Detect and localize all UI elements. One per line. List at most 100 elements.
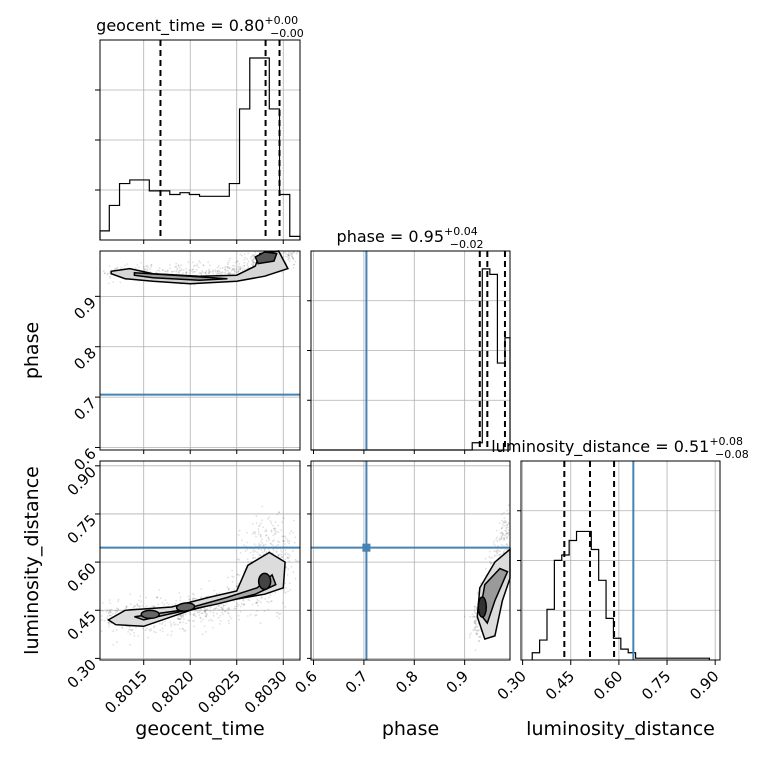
sample-point bbox=[494, 554, 496, 557]
sample-point bbox=[221, 267, 224, 269]
sample-point bbox=[247, 598, 250, 601]
sample-point bbox=[474, 619, 477, 622]
sample-point bbox=[228, 587, 230, 590]
sample-point bbox=[475, 620, 478, 622]
sample-point bbox=[259, 534, 262, 537]
sample-point bbox=[277, 555, 279, 558]
sample-point bbox=[270, 543, 273, 546]
sample-point bbox=[166, 269, 169, 272]
sample-point bbox=[239, 253, 242, 256]
sample-point bbox=[270, 530, 273, 533]
sample-point bbox=[219, 273, 222, 275]
sample-point bbox=[114, 609, 117, 612]
ytick-label: 0.75 bbox=[64, 511, 100, 547]
title-plus: +0.08 bbox=[709, 435, 743, 448]
sample-point bbox=[292, 531, 294, 534]
sample-point bbox=[180, 615, 183, 618]
sample-point bbox=[175, 262, 178, 265]
sample-point bbox=[478, 640, 480, 642]
xtick-label: 0.30 bbox=[494, 667, 530, 703]
sample-point bbox=[227, 272, 230, 275]
sample-point bbox=[177, 264, 180, 267]
sample-point bbox=[145, 265, 147, 268]
sample-point bbox=[507, 529, 510, 532]
sample-point bbox=[126, 625, 128, 628]
sample-point bbox=[189, 611, 192, 613]
sample-point bbox=[478, 629, 480, 631]
sample-point bbox=[236, 585, 238, 588]
sample-point bbox=[288, 554, 291, 556]
sample-point bbox=[226, 267, 229, 270]
sample-point bbox=[287, 553, 289, 555]
sample-point bbox=[473, 608, 476, 611]
sample-point bbox=[180, 268, 183, 271]
sample-point bbox=[507, 523, 510, 525]
sample-point bbox=[161, 627, 164, 630]
sample-point bbox=[246, 558, 249, 560]
sample-point bbox=[201, 612, 204, 615]
xtick-label: 0.8025 bbox=[194, 667, 244, 717]
sample-point bbox=[263, 549, 266, 551]
sample-point bbox=[292, 263, 295, 266]
sample-point bbox=[288, 556, 291, 558]
sample-point bbox=[276, 615, 279, 618]
sample-point bbox=[281, 535, 284, 538]
sample-point bbox=[196, 611, 199, 614]
title-param-name: luminosity_distance bbox=[491, 437, 650, 457]
sample-point bbox=[159, 597, 162, 600]
sample-point bbox=[278, 541, 280, 543]
sample-point bbox=[473, 620, 476, 623]
title-equals: = bbox=[205, 16, 229, 35]
sample-point bbox=[207, 269, 210, 272]
sample-point bbox=[254, 614, 257, 617]
sample-point bbox=[192, 598, 194, 601]
sample-point bbox=[488, 560, 491, 563]
sample-point bbox=[259, 622, 262, 625]
sample-point bbox=[188, 598, 191, 601]
sample-point bbox=[265, 540, 268, 542]
sample-point bbox=[251, 554, 254, 557]
sample-point bbox=[225, 265, 228, 268]
sample-point bbox=[273, 527, 276, 530]
sample-point bbox=[109, 611, 112, 613]
sample-point bbox=[287, 251, 290, 254]
sample-point bbox=[474, 621, 477, 624]
sample-point bbox=[501, 526, 504, 528]
sample-point bbox=[173, 270, 176, 273]
sample-point bbox=[213, 589, 216, 592]
sample-point bbox=[271, 544, 274, 546]
sample-point bbox=[210, 618, 213, 621]
sample-point bbox=[200, 272, 203, 275]
sample-point bbox=[215, 605, 218, 608]
sample-point bbox=[490, 562, 493, 564]
sample-point bbox=[272, 524, 274, 527]
sample-point bbox=[219, 267, 222, 270]
sample-point bbox=[255, 601, 257, 604]
sample-point bbox=[504, 534, 507, 537]
sample-point bbox=[246, 262, 249, 265]
sample-point bbox=[200, 596, 203, 598]
sample-point bbox=[499, 550, 501, 553]
sample-point bbox=[161, 623, 163, 625]
sample-point bbox=[111, 612, 114, 615]
sample-point bbox=[117, 600, 120, 603]
sample-point bbox=[117, 598, 120, 601]
sample-point bbox=[219, 614, 222, 617]
sample-point bbox=[293, 519, 295, 522]
sample-point bbox=[477, 591, 479, 594]
sample-point bbox=[143, 265, 145, 268]
sample-point bbox=[204, 614, 207, 617]
sample-point bbox=[228, 607, 231, 609]
sample-point bbox=[150, 263, 153, 266]
sample-point bbox=[244, 550, 247, 552]
sample-point bbox=[238, 529, 241, 532]
sample-point bbox=[181, 627, 184, 630]
title-minus: −0.00 bbox=[270, 27, 304, 40]
sample-point bbox=[242, 598, 244, 601]
sample-point bbox=[474, 622, 477, 625]
sample-point bbox=[265, 528, 267, 531]
sample-point bbox=[106, 273, 109, 276]
sample-point bbox=[146, 269, 149, 271]
sample-point bbox=[179, 617, 182, 620]
xtick-label: 0.8030 bbox=[241, 667, 291, 717]
